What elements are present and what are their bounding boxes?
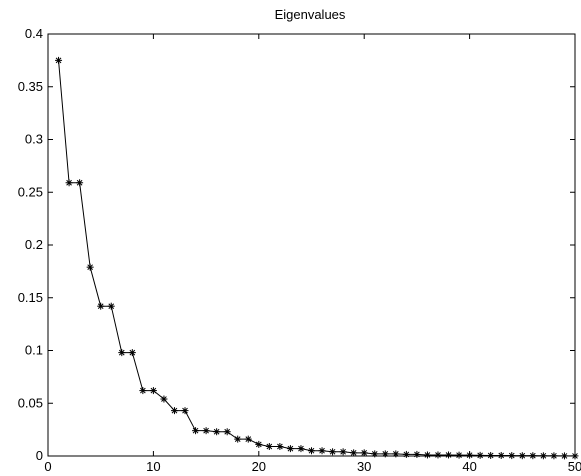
data-point-marker	[202, 427, 210, 435]
data-point-marker	[286, 445, 294, 453]
y-tick-label: 0	[36, 448, 43, 463]
data-point-marker	[265, 443, 273, 451]
x-tick-label: 40	[462, 459, 476, 474]
data-point-marker	[329, 448, 337, 456]
data-point-marker	[65, 179, 73, 187]
data-point-marker	[402, 450, 410, 458]
series-line	[58, 60, 575, 457]
data-point-marker	[255, 440, 263, 448]
data-point-marker	[118, 349, 126, 357]
data-point-marker	[181, 407, 189, 415]
data-point-marker	[339, 448, 347, 456]
axes: 0 10 20 30 40 50 0 0.05 0.1 0.15 0.2 0.25 0.3 0.35 0.4	[18, 26, 581, 474]
data-point-marker	[76, 179, 84, 187]
y-tick-label: 0.1	[25, 343, 43, 358]
data-point-marker	[350, 449, 358, 457]
y-tick-label: 0.3	[25, 132, 43, 147]
x-tick-label: 10	[146, 459, 160, 474]
data-point-marker	[139, 387, 147, 395]
x-tick-label: 0	[44, 459, 51, 474]
data-point-marker	[192, 427, 200, 435]
x-tick-label: 20	[252, 459, 266, 474]
x-tick-label: 50	[568, 459, 581, 474]
data-point-marker	[487, 451, 495, 459]
axes-box	[47, 33, 576, 457]
x-tick-label: 30	[357, 459, 371, 474]
y-tick-label: 0.2	[25, 237, 43, 252]
data-point-marker	[223, 428, 231, 436]
data-point-marker	[213, 428, 221, 436]
chart-title: Eigenvalues	[275, 7, 346, 22]
data-point-marker	[318, 447, 326, 455]
data-point-marker	[434, 451, 442, 459]
plot-area	[55, 56, 579, 460]
data-point-marker	[55, 56, 63, 64]
data-point-marker	[149, 387, 157, 395]
data-point-marker	[297, 445, 305, 453]
data-point-marker	[476, 451, 484, 459]
data-point-marker	[445, 451, 453, 459]
y-tick-label: 0.25	[18, 184, 43, 199]
data-point-marker	[497, 451, 505, 459]
y-tick-label: 0.35	[18, 79, 43, 94]
data-point-marker	[455, 451, 463, 459]
data-point-marker	[160, 395, 168, 403]
data-point-marker	[170, 407, 178, 415]
data-point-marker	[107, 302, 115, 310]
data-point-marker	[276, 443, 284, 451]
data-point-marker	[86, 263, 94, 271]
y-tick-label: 0.05	[18, 395, 43, 410]
data-point-marker	[234, 435, 242, 443]
data-point-marker	[423, 451, 431, 459]
data-point-marker	[97, 302, 105, 310]
y-tick-label: 0.4	[25, 26, 43, 41]
data-point-marker	[128, 349, 136, 357]
data-point-marker	[308, 447, 315, 455]
data-point-marker	[413, 450, 421, 458]
y-tick-label: 0.15	[18, 290, 43, 305]
data-point-marker	[244, 435, 252, 443]
